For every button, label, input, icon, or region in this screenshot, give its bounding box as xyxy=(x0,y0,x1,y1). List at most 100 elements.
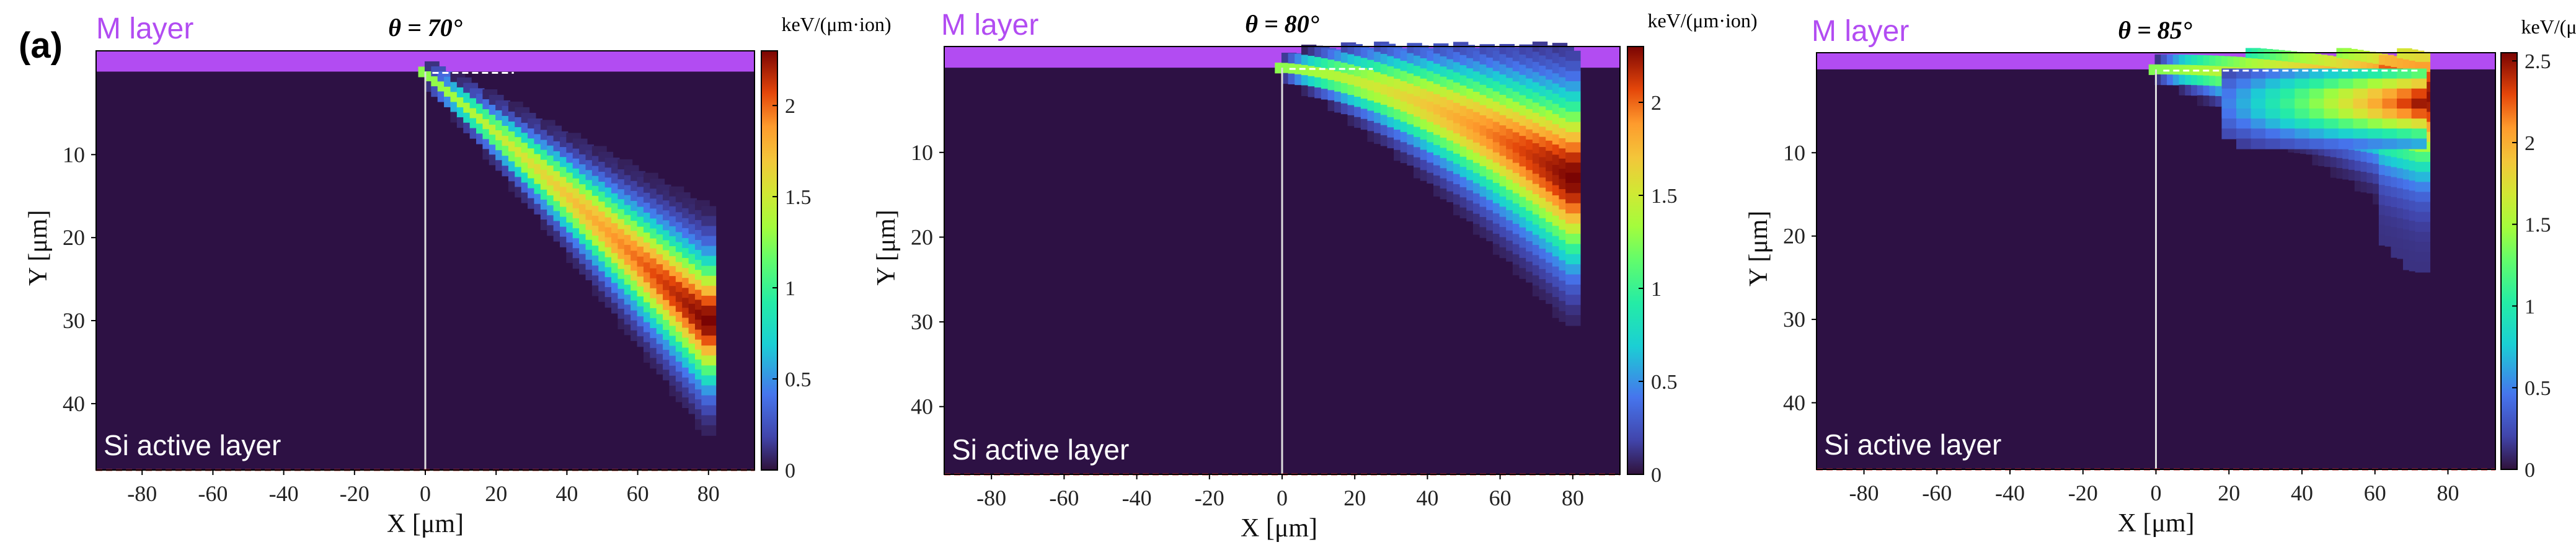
heatmap-cell xyxy=(2280,118,2296,130)
heatmap-cell xyxy=(2221,128,2237,140)
heatmap-cell xyxy=(1565,315,1581,326)
heatmap-cell xyxy=(701,415,717,426)
x-tick-label: 20 xyxy=(1343,486,1366,510)
heatmap-cell xyxy=(2280,88,2296,99)
si-layer-label: Si active layer xyxy=(104,429,281,461)
heatmap-cell xyxy=(2324,109,2339,120)
x-tick-label: 60 xyxy=(627,481,649,506)
heatmap-cell xyxy=(1565,112,1581,123)
heatmap-cell xyxy=(2295,128,2310,140)
x-tick-label: 80 xyxy=(1562,486,1584,510)
heatmap-cell xyxy=(2295,98,2310,110)
heatmap-cell xyxy=(2367,78,2383,89)
heatmap-cell xyxy=(2221,78,2237,89)
heatmap-cell xyxy=(701,326,717,337)
heatmap-cell xyxy=(1565,254,1581,265)
heatmap-cell xyxy=(701,375,717,386)
x-tick-label: -20 xyxy=(340,481,370,506)
heatmap-cell xyxy=(2411,128,2427,140)
heatmap-cell xyxy=(2324,128,2339,140)
colorbar-tick-label: 1 xyxy=(785,277,795,300)
heatmap-cell xyxy=(2367,68,2383,79)
heatmap-cell xyxy=(1565,244,1581,255)
heatmap-cell xyxy=(701,316,717,327)
colorbar-tick-label: 0.5 xyxy=(2525,377,2551,400)
panel-label: (a) xyxy=(19,25,63,66)
heatmap-cell xyxy=(2382,98,2398,110)
heatmap-cell xyxy=(2415,242,2431,253)
heatmap-cell xyxy=(701,275,717,286)
heatmap-cell xyxy=(2309,118,2325,130)
y-tick-label: 30 xyxy=(911,309,933,334)
heatmap-cell xyxy=(2367,88,2383,99)
heatmap-cell xyxy=(2397,68,2412,79)
y-axis-label: Y [μm] xyxy=(24,210,53,286)
heatmap-cell xyxy=(2367,138,2383,149)
heatmap-cell xyxy=(1565,61,1581,72)
y-tick-label: 10 xyxy=(63,142,85,167)
m-layer-label: M layer xyxy=(96,12,193,45)
heatmap-cell xyxy=(1565,142,1581,153)
heatmap-cell xyxy=(2251,98,2267,110)
heatmap-cell xyxy=(701,236,717,247)
heatmap-cell xyxy=(2236,98,2252,110)
x-tick-label: 80 xyxy=(2437,481,2459,505)
heatmap-cell xyxy=(2280,138,2296,149)
x-tick-label: 40 xyxy=(1416,486,1438,510)
heatmap-cell xyxy=(2236,88,2252,99)
heatmap-cell xyxy=(2415,252,2431,263)
heatmap-cell xyxy=(2367,128,2383,140)
x-tick-label: -60 xyxy=(198,481,228,506)
x-tick-label: 40 xyxy=(2291,481,2313,505)
heatmap-cell xyxy=(701,305,717,317)
x-tick-label: -40 xyxy=(1995,481,2025,505)
heatmap-cell xyxy=(2265,109,2281,120)
heatmap-cell xyxy=(2309,88,2325,99)
x-tick-label: -80 xyxy=(127,481,157,506)
heatmap-cell xyxy=(2324,78,2339,89)
heatmap-cell xyxy=(2280,98,2296,110)
colorbar xyxy=(2500,52,2518,470)
colorbar-tick-label: 0 xyxy=(2525,459,2535,482)
heatmap-cell xyxy=(2397,138,2412,149)
heatmap-cell xyxy=(1565,50,1581,62)
heatmap-cell xyxy=(2265,128,2281,140)
heatmap-cell xyxy=(2338,109,2354,120)
heatmap-cell xyxy=(2411,88,2427,99)
heatmap-cells xyxy=(418,61,717,436)
heatmap-cell xyxy=(2265,78,2281,89)
heatmap-cell xyxy=(2338,128,2354,140)
x-axis-label: X [μm] xyxy=(2118,509,2195,538)
heatmap-cell xyxy=(2251,88,2267,99)
heatmap-cell xyxy=(1565,81,1581,92)
y-tick-label: 10 xyxy=(911,140,933,165)
x-tick-label: 20 xyxy=(2218,481,2240,505)
heatmap-cell xyxy=(2415,182,2431,193)
x-tick-label: -20 xyxy=(1195,486,1224,510)
colorbar-tick-label: 0.5 xyxy=(785,368,812,391)
heatmap-cell xyxy=(2236,138,2252,149)
heatmap-cell xyxy=(1565,274,1581,285)
x-tick-label: 40 xyxy=(555,481,578,506)
heatmap-cell xyxy=(2382,78,2398,89)
x-tick-label: 80 xyxy=(697,481,720,506)
colorbar-tick-label: 2.5 xyxy=(2525,50,2551,73)
heatmap-cell xyxy=(2251,109,2267,120)
heatmap-cell xyxy=(2251,128,2267,140)
heatmap-cell xyxy=(2295,78,2310,89)
x-tick-label: 0 xyxy=(2151,481,2162,505)
heatmap-cell xyxy=(2415,172,2431,183)
y-tick-label: 10 xyxy=(1783,140,1805,165)
heatmap-cell xyxy=(2324,138,2339,149)
heatmap-cell xyxy=(2353,88,2368,99)
heatmap-cell xyxy=(2411,138,2427,149)
x-tick-label: -80 xyxy=(1849,481,1879,505)
heatmap-cell xyxy=(2415,202,2431,213)
colorbar-tick-label: 1.5 xyxy=(2525,214,2551,237)
heatmap-cell xyxy=(1565,162,1581,174)
heatmap-cell xyxy=(2397,78,2412,89)
y-tick-label: 30 xyxy=(63,308,85,333)
